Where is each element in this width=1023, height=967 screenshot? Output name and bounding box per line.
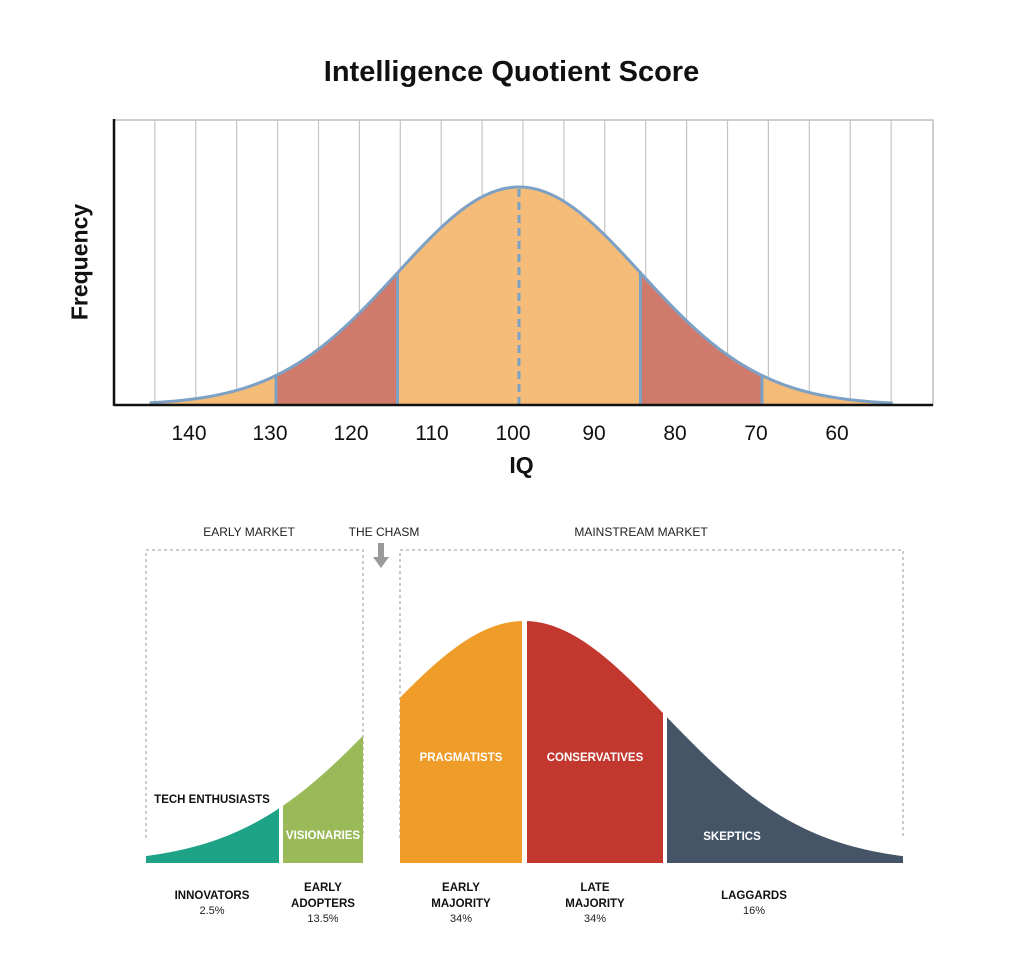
iq-x-axis-label: IQ — [509, 452, 534, 478]
chasm-label: THE CHASM — [348, 525, 420, 539]
market-frames — [145, 549, 904, 838]
mainstream-market-label: MAINSTREAM MARKET — [574, 525, 708, 539]
iq-tick-label: 90 — [582, 422, 605, 445]
early-market-frame — [145, 549, 364, 838]
persona-label-conservatives: CONSERVATIVES — [546, 752, 644, 764]
segment-laggards — [667, 717, 903, 863]
persona-label-visionaries: VISIONARIES — [285, 830, 361, 842]
chasm-arrow-icon — [373, 543, 389, 568]
segment-early-majority — [400, 621, 522, 863]
iq-region-4 — [762, 375, 884, 405]
adoption-curve-chart — [145, 549, 904, 863]
category-label-late-majority: LATE MAJORITY — [565, 882, 625, 910]
share-label-laggards: 16% — [742, 905, 766, 917]
iq-curve-line — [149, 185, 893, 405]
iq-gridlines — [113, 119, 934, 406]
category-label-early-adopters: EARLY ADOPTERS — [291, 882, 355, 910]
mainstream-market-frame — [399, 549, 904, 838]
iq-chart-title: Intelligence Quotient Score — [323, 56, 700, 88]
iq-tick-label: 130 — [252, 422, 287, 445]
segment-innovators — [146, 808, 279, 863]
iq-tick-label: 140 — [171, 422, 206, 445]
iq-tick-label: 110 — [415, 422, 448, 445]
iq-tick-label: 60 — [825, 422, 848, 445]
segment-early-adopters — [283, 735, 363, 863]
category-label-laggards: LAGGARDS — [721, 890, 787, 902]
iq-tick-label: 100 — [495, 422, 530, 445]
persona-label-pragmatists: PRAGMATISTS — [419, 752, 503, 764]
persona-label-skeptics: SKEPTICS — [703, 831, 761, 843]
iq-tick-label: 70 — [744, 422, 767, 445]
share-label-early-majority: 34% — [449, 913, 473, 925]
persona-label-tech-enthusiasts: TECH ENTHUSIASTS — [154, 794, 270, 806]
share-label-late-majority: 34% — [583, 913, 607, 925]
iq-tick-label: 120 — [333, 422, 368, 445]
iq-region-0 — [154, 375, 276, 405]
adoption-segments — [146, 621, 903, 863]
share-label-early-adopters: 13.5% — [307, 913, 339, 925]
category-label-early-majority: EARLY MAJORITY — [431, 882, 491, 910]
iq-axes — [112, 119, 933, 407]
segment-late-majority — [527, 621, 663, 863]
iq-tick-label: 80 — [663, 422, 686, 445]
category-label-innovators: INNOVATORS — [174, 890, 250, 902]
iq-bell-curve-chart: 140 130 120 110 100 90 80 70 60 — [112, 119, 934, 445]
share-label-innovators: 2.5% — [199, 905, 225, 917]
iq-tick-labels: 140 130 120 110 100 90 80 70 60 — [171, 422, 848, 445]
early-market-label: EARLY MARKET — [203, 525, 295, 539]
